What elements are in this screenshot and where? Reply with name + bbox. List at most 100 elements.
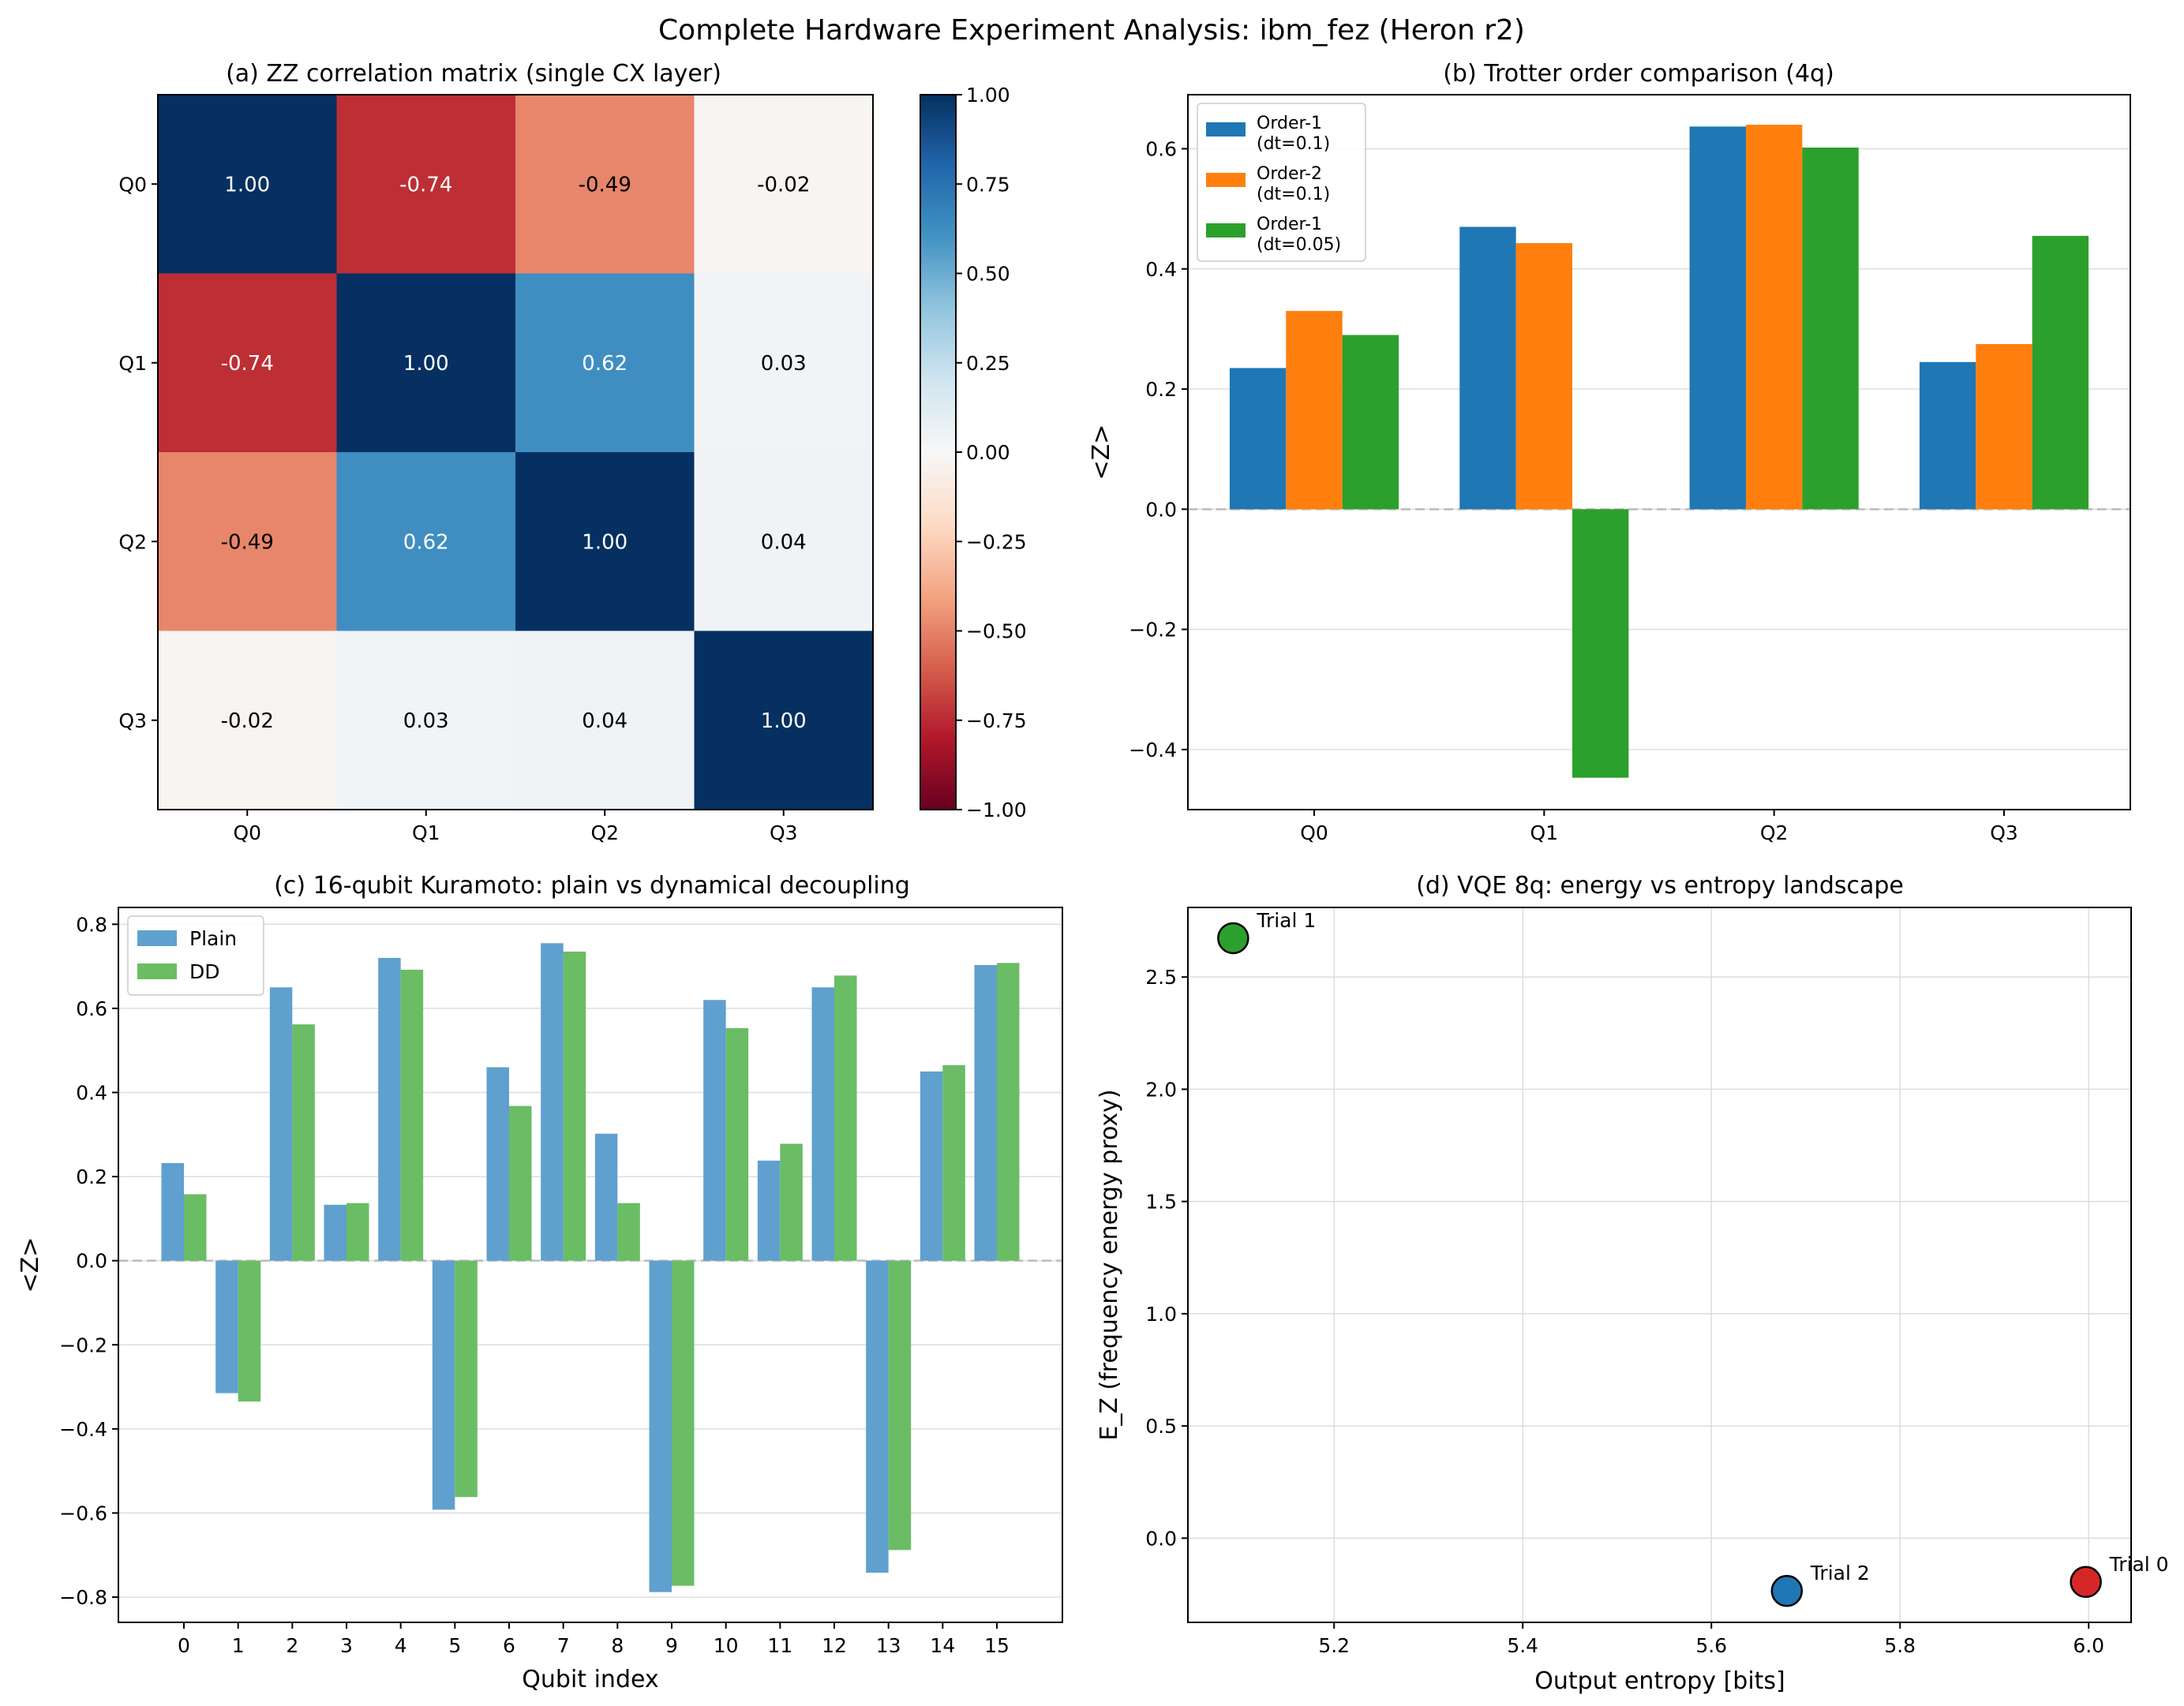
- y-tick-label: Q2: [118, 530, 147, 553]
- heatmap-cell-label: 1.00: [224, 173, 270, 196]
- x-tick-label: Q2: [1760, 821, 1789, 844]
- heatmap-cell-label: 1.00: [582, 530, 627, 554]
- legend-label: (dt=0.05): [1257, 235, 1341, 255]
- colorbar-tick-label: −0.50: [966, 620, 1027, 643]
- x-tick-label: Q0: [1300, 821, 1328, 844]
- x-tick-label: 7: [557, 1634, 570, 1657]
- y-tick-label: 2.0: [1145, 1078, 1177, 1101]
- panel-a-heatmap: (a) ZZ correlation matrix (single CX lay…: [118, 60, 1026, 844]
- y-tick-label: 0.4: [76, 1081, 107, 1104]
- bar: [649, 1260, 672, 1592]
- bar: [617, 1203, 640, 1261]
- colorbar-tick-label: 1.00: [966, 84, 1010, 107]
- heatmap-cell: [694, 452, 874, 631]
- bar: [1919, 361, 1976, 510]
- heatmap-cell: [158, 273, 337, 453]
- colorbar-tick-label: 0.50: [966, 263, 1010, 286]
- x-tick-label: 6.0: [2073, 1634, 2104, 1657]
- legend-label: Order-1: [1257, 114, 1322, 133]
- heatmap-cell: [336, 95, 516, 274]
- bar: [942, 1064, 965, 1261]
- bar: [757, 1160, 781, 1261]
- panel-b-axes: −0.4 −0.2 0.0 0.2 0.4 0.6 Q0 Q1 Q2 Q3: [1129, 138, 2018, 844]
- colorbar-tick-label: −0.25: [966, 530, 1027, 553]
- panel-d-title: (d) VQE 8q: energy vs entropy landscape: [1416, 872, 1904, 900]
- panel-d-points: Trial 1 Trial 2 Trial 0: [1217, 909, 2169, 1607]
- y-tick-label: 0.6: [76, 997, 107, 1020]
- y-tick-label: 0.2: [1145, 378, 1177, 401]
- heatmap-cells: 1.00 -0.74 -0.49 -0.02 -0.74 1.00 0.62 0.03 -0.4…: [158, 95, 874, 810]
- heatmap-cell: [515, 630, 695, 810]
- y-tick-label: −0.4: [1129, 739, 1177, 761]
- panel-c-axes: −0.8−0.6−0.4−0.20.00.20.40.60.80 1 2 3 4 5 6 7 8…: [59, 913, 1010, 1657]
- heatmap-cell: [694, 273, 874, 453]
- heatmap-cell-label: -0.49: [579, 173, 631, 196]
- heatmap-cell: [515, 273, 695, 453]
- x-tick-label: Q3: [1990, 821, 2018, 844]
- x-tick-label: Q1: [412, 821, 440, 844]
- heatmap-cell-label: 0.04: [582, 709, 627, 733]
- heatmap-cell: [694, 95, 874, 274]
- panel-b-ylabel: <Z>: [1088, 425, 1115, 481]
- bar: [541, 943, 564, 1261]
- bar: [594, 1133, 618, 1261]
- bar: [703, 1000, 726, 1261]
- panel-c-ylabel: <Z>: [17, 1237, 44, 1293]
- legend-label: DD: [189, 960, 220, 983]
- panel-c-xlabel: Qubit index: [522, 1666, 658, 1693]
- heatmap-cell-label: 0.62: [582, 352, 627, 376]
- bar: [920, 1071, 943, 1261]
- y-tick-label: 0.0: [1145, 1527, 1177, 1550]
- y-tick-label: 1.5: [1145, 1191, 1177, 1214]
- legend-swatch: [1206, 223, 1246, 238]
- x-tick-label: 11: [767, 1634, 792, 1657]
- heatmap-cell: [158, 95, 337, 274]
- bar: [400, 969, 424, 1261]
- panel-b-legend: Order-1(dt=0.1)Order-2(dt=0.1)Order-1(dt…: [1197, 103, 1366, 262]
- bar: [1689, 126, 1746, 510]
- x-tick-label: 5.2: [1318, 1634, 1350, 1657]
- bar: [1802, 147, 1859, 510]
- bar: [672, 1260, 695, 1586]
- bar: [1342, 335, 1399, 510]
- heatmap-cell-label: -0.49: [221, 530, 274, 554]
- bar: [997, 963, 1020, 1261]
- y-tick-label: 0.5: [1145, 1415, 1177, 1438]
- x-tick-label: Q2: [590, 821, 619, 844]
- bar: [866, 1260, 889, 1573]
- bar: [563, 951, 586, 1261]
- y-tick-label: Q1: [118, 352, 147, 375]
- x-tick-label: 15: [984, 1634, 1010, 1657]
- y-tick-label: −0.8: [59, 1586, 107, 1609]
- heatmap-cell: [515, 95, 695, 274]
- bar: [378, 957, 401, 1261]
- bar: [1572, 509, 1629, 778]
- bar: [432, 1260, 455, 1510]
- panel-a-title: (a) ZZ correlation matrix (single CX lay…: [226, 60, 721, 88]
- y-tick-label: 2.5: [1145, 966, 1177, 989]
- heatmap-cell: [694, 630, 874, 810]
- bar: [725, 1027, 749, 1261]
- heatmap-cell: [336, 630, 516, 810]
- bar: [1976, 343, 2032, 510]
- panel-d-frame: [1187, 907, 2132, 1623]
- bar: [1745, 125, 1803, 510]
- scatter-point: [1770, 1574, 1804, 1607]
- x-tick-label: 3: [340, 1634, 353, 1657]
- panel-c-title: (c) 16-qubit Kuramoto: plain vs dynamica…: [274, 872, 910, 900]
- bar: [509, 1106, 532, 1261]
- bar: [2032, 235, 2089, 510]
- x-tick-label: 5.6: [1695, 1634, 1727, 1657]
- x-tick-label: 2: [286, 1634, 298, 1657]
- y-tick-label: −0.4: [59, 1418, 107, 1441]
- colorbar-tick-label: 0.75: [966, 173, 1010, 196]
- bar: [292, 1024, 315, 1261]
- bar: [811, 987, 834, 1261]
- heatmap-cell-label: 0.62: [403, 530, 449, 554]
- panel-b-title: (b) Trotter order comparison (4q): [1443, 60, 1834, 88]
- bar: [455, 1260, 478, 1498]
- x-tick-label: 14: [930, 1634, 955, 1657]
- x-tick-label: 5.8: [1884, 1634, 1916, 1657]
- bar: [1229, 368, 1287, 510]
